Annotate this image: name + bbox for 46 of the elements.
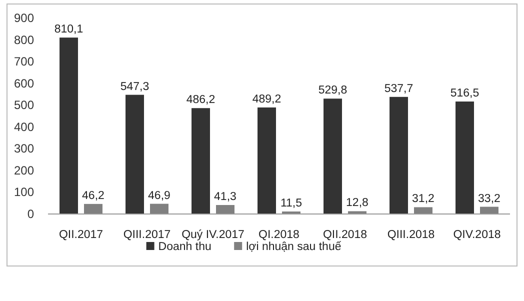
data-label: 529,8: [318, 84, 348, 97]
y-tick-label: 400: [14, 120, 34, 134]
data-label: 12,8: [346, 197, 368, 210]
y-tick-label: 500: [14, 98, 34, 112]
bar: [324, 98, 342, 214]
data-label: 537,7: [384, 82, 414, 95]
bar: [192, 108, 210, 214]
legend-label: lợi nhuận sau thuế: [246, 241, 342, 253]
bar: [414, 207, 432, 214]
data-label: 489,2: [252, 93, 282, 106]
data-label: 547,3: [120, 80, 150, 93]
bar: [480, 206, 498, 214]
bar: [150, 204, 168, 214]
x-tick-label: QII.2018: [322, 229, 368, 241]
data-label: 41,3: [214, 191, 236, 204]
y-tick-label: 300: [14, 142, 34, 156]
bar: [84, 204, 102, 214]
y-tick-label: 100: [14, 185, 34, 200]
bar: [456, 102, 474, 214]
data-label: 31,2: [412, 193, 434, 206]
data-label: 46,2: [82, 190, 104, 202]
y-tick-label: 800: [14, 32, 34, 47]
x-tick-label: Quý IV.2017: [182, 229, 244, 241]
y-tick-label: 600: [14, 76, 34, 90]
bar: [348, 211, 366, 214]
y-tick-label: 200: [14, 163, 34, 178]
bar: [390, 96, 408, 214]
y-tick-label: 700: [14, 54, 34, 69]
legend-label: Doanh thu: [158, 241, 212, 253]
data-label: 810,1: [54, 24, 84, 36]
x-tick-label: QIV.2018: [453, 229, 501, 241]
x-tick-label: QIII.2018: [387, 229, 435, 241]
x-tick-label: QII.2017: [58, 229, 104, 241]
bar: [216, 205, 234, 214]
y-tick-label: 900: [14, 11, 34, 25]
data-label: 486,2: [186, 94, 216, 106]
y-tick-label: 0: [27, 207, 34, 221]
bar: [60, 38, 78, 214]
data-label: 11,5: [280, 197, 302, 210]
data-label: 516,5: [450, 88, 480, 100]
bar: [126, 94, 144, 214]
data-label: 46,9: [148, 190, 170, 202]
bar: [258, 107, 276, 214]
x-tick-label: QI.2018: [258, 229, 300, 241]
x-tick-label: QIII.2017: [123, 229, 171, 241]
data-label: 33,2: [478, 192, 500, 205]
